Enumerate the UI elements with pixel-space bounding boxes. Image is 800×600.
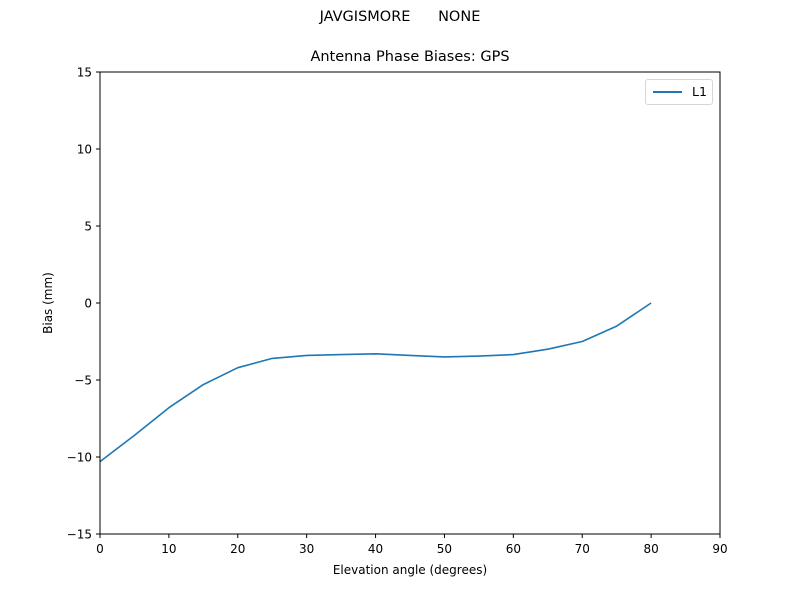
y-tick-label: 10 — [77, 143, 92, 157]
y-axis-label: Bias (mm) — [41, 272, 55, 334]
plot-frame — [99, 71, 721, 535]
x-tick-label: 0 — [96, 542, 104, 556]
x-tick-label: 30 — [299, 542, 314, 556]
x-tick-label: 80 — [643, 542, 658, 556]
y-tick-label: −5 — [74, 374, 92, 388]
y-tick-label: 5 — [84, 220, 92, 234]
y-tick-label: −10 — [67, 451, 92, 465]
x-axis-ticks: 0 10 20 30 40 50 60 70 80 90 — [96, 534, 728, 556]
x-tick-label: 40 — [368, 542, 383, 556]
x-tick-label: 90 — [712, 542, 727, 556]
legend-line-icon — [653, 91, 682, 93]
y-tick-label: −15 — [67, 528, 92, 542]
y-tick-label: 0 — [84, 297, 92, 311]
legend-label-l1: L1 — [692, 84, 707, 99]
legend: L1 — [645, 79, 713, 105]
y-axis-ticks: −15 −10 −5 0 5 10 15 — [67, 66, 100, 542]
x-tick-label: 60 — [506, 542, 521, 556]
x-tick-label: 70 — [575, 542, 590, 556]
x-axis-label: Elevation angle (degrees) — [333, 563, 487, 577]
y-tick-label: 15 — [77, 66, 92, 80]
x-tick-label: 50 — [437, 542, 452, 556]
x-tick-label: 10 — [161, 542, 176, 556]
chart-title: Antenna Phase Biases: GPS — [310, 49, 510, 65]
x-tick-label: 20 — [230, 542, 245, 556]
figure-suptitle: JAVGISMORE NONE — [319, 9, 481, 25]
series-line-l1 — [99, 302, 652, 463]
